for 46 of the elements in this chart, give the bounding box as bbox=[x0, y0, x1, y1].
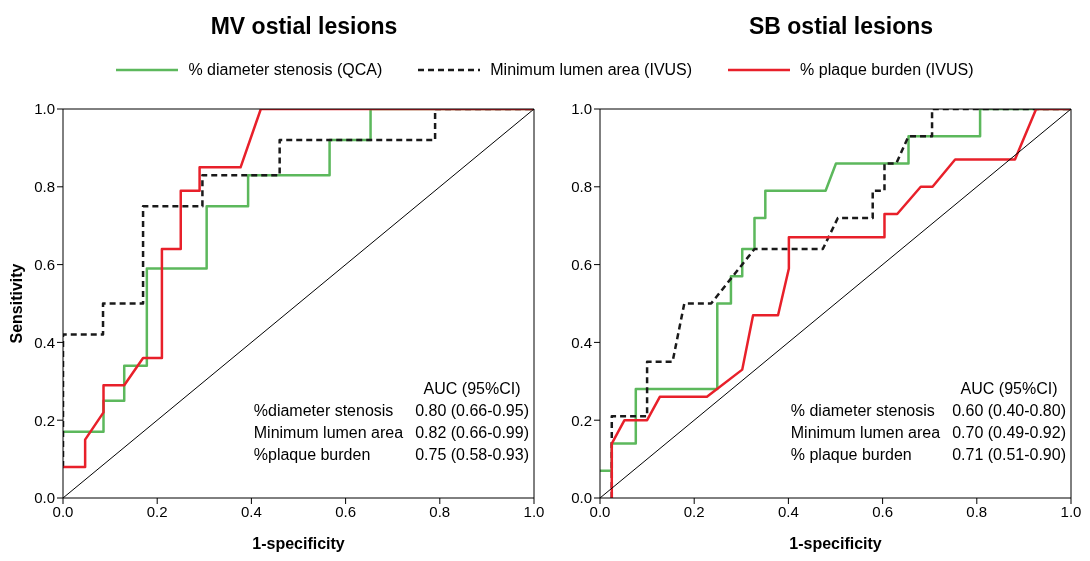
annotation: % diameter stenosis bbox=[790, 401, 936, 421]
y-tick-label: 0.4 bbox=[34, 333, 55, 351]
x-tick-label: 1.0 bbox=[523, 502, 545, 520]
x-tick-label: 0.8 bbox=[966, 502, 988, 520]
x-tick-label: 0.6 bbox=[872, 502, 894, 520]
annotation: 0.82 (0.66-0.99) bbox=[415, 423, 529, 443]
annotation: %diameter stenosis bbox=[253, 401, 395, 421]
annotation: AUC (95%CI) bbox=[422, 379, 522, 399]
annotation: 0.80 (0.66-0.95) bbox=[415, 401, 529, 421]
y-tick-label: 0.2 bbox=[34, 411, 55, 429]
y-tick-label: 0.8 bbox=[571, 178, 592, 196]
x-tick-label: 0.2 bbox=[146, 502, 168, 520]
x-axis-title: 1-specificity bbox=[789, 535, 882, 552]
legend-label: % diameter stenosis (QCA) bbox=[188, 61, 383, 79]
y-tick-label: 0.2 bbox=[571, 411, 592, 429]
y-tick-label: 0.0 bbox=[34, 489, 55, 507]
chart-title: SB ostial lesions bbox=[747, 12, 935, 41]
annotation: 0.60 (0.40-0.80) bbox=[952, 401, 1066, 421]
annotation: 0.75 (0.58-0.93) bbox=[415, 445, 529, 465]
x-tick-label: 0.8 bbox=[429, 502, 451, 520]
annotation: 0.71 (0.51-0.90) bbox=[952, 445, 1066, 465]
annotation: AUC (95%CI) bbox=[959, 379, 1059, 399]
annotation: Minimum lumen area bbox=[790, 423, 941, 443]
x-tick-label: 0.0 bbox=[589, 502, 611, 520]
annotation: 0.70 (0.49-0.92) bbox=[952, 423, 1066, 443]
x-tick-label: 0.2 bbox=[683, 502, 705, 520]
y-tick-label: 0.6 bbox=[34, 255, 55, 273]
y-tick-label: 0.8 bbox=[34, 178, 55, 196]
x-tick-label: 0.0 bbox=[52, 502, 74, 520]
annotation: % plaque burden bbox=[790, 445, 913, 465]
x-tick-label: 0.6 bbox=[335, 502, 357, 520]
legend-label: % plaque burden (IVUS) bbox=[800, 61, 974, 79]
x-tick-label: 1.0 bbox=[1060, 502, 1082, 520]
y-tick-label: 0.4 bbox=[571, 333, 592, 351]
chart-title: MV ostial lesions bbox=[209, 12, 399, 41]
y-tick-label: 1.0 bbox=[571, 100, 592, 118]
annotation: Minimum lumen area bbox=[253, 423, 404, 443]
y-tick-label: 1.0 bbox=[34, 100, 55, 118]
x-axis-title: 1-specificity bbox=[252, 535, 345, 552]
annotation: %plaque burden bbox=[253, 445, 372, 465]
x-tick-label: 0.4 bbox=[240, 502, 262, 520]
y-tick-label: 0.0 bbox=[571, 489, 592, 507]
y-axis-title: Sensitivity bbox=[7, 263, 25, 344]
y-tick-label: 0.6 bbox=[571, 255, 592, 273]
x-tick-label: 0.4 bbox=[777, 502, 799, 520]
legend-label: Minimum lumen area (IVUS) bbox=[490, 61, 693, 79]
